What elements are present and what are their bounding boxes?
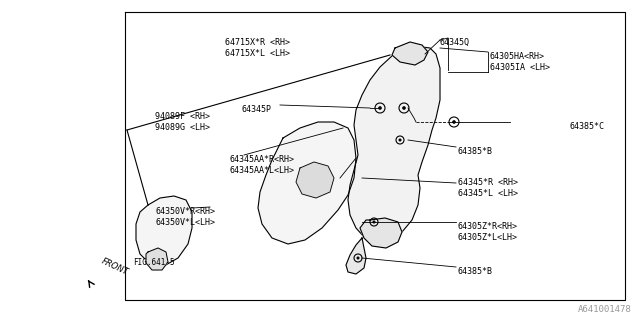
Text: 64345Q: 64345Q [440, 38, 470, 47]
Text: FRONT: FRONT [100, 257, 130, 277]
Text: 64345P: 64345P [242, 105, 272, 114]
Circle shape [372, 221, 375, 223]
Polygon shape [258, 122, 356, 244]
Polygon shape [296, 162, 334, 198]
Text: 64350V*L<LH>: 64350V*L<LH> [155, 218, 215, 227]
Text: FIG.641-5: FIG.641-5 [133, 258, 175, 267]
Text: 64385*B: 64385*B [458, 267, 493, 276]
Text: 64305HA<RH>: 64305HA<RH> [490, 52, 545, 61]
Text: 64715X*R <RH>: 64715X*R <RH> [225, 38, 290, 47]
Text: 64345AA*L<LH>: 64345AA*L<LH> [230, 166, 295, 175]
Text: A641001478: A641001478 [579, 305, 632, 314]
Text: 64345*L <LH>: 64345*L <LH> [458, 189, 518, 198]
Text: 64345AA*R<RH>: 64345AA*R<RH> [230, 155, 295, 164]
Circle shape [403, 107, 406, 109]
Polygon shape [348, 47, 440, 242]
Text: 64305IA <LH>: 64305IA <LH> [490, 63, 550, 72]
Text: 64305Z*R<RH>: 64305Z*R<RH> [458, 222, 518, 231]
Text: 64305Z*L<LH>: 64305Z*L<LH> [458, 233, 518, 242]
Polygon shape [146, 248, 168, 270]
Text: 94089G <LH>: 94089G <LH> [155, 123, 210, 132]
Circle shape [378, 107, 381, 109]
Text: 64350V*R<RH>: 64350V*R<RH> [155, 207, 215, 216]
Circle shape [452, 121, 456, 124]
Polygon shape [136, 196, 192, 266]
Text: 64385*C: 64385*C [570, 122, 605, 131]
Polygon shape [346, 238, 366, 274]
Text: 64715X*L <LH>: 64715X*L <LH> [225, 49, 290, 58]
Polygon shape [360, 218, 402, 248]
Text: 94089F <RH>: 94089F <RH> [155, 112, 210, 121]
Text: 64385*B: 64385*B [458, 147, 493, 156]
Text: 64345*R <RH>: 64345*R <RH> [458, 178, 518, 187]
Polygon shape [392, 42, 428, 65]
Circle shape [399, 139, 401, 141]
Circle shape [357, 257, 359, 259]
